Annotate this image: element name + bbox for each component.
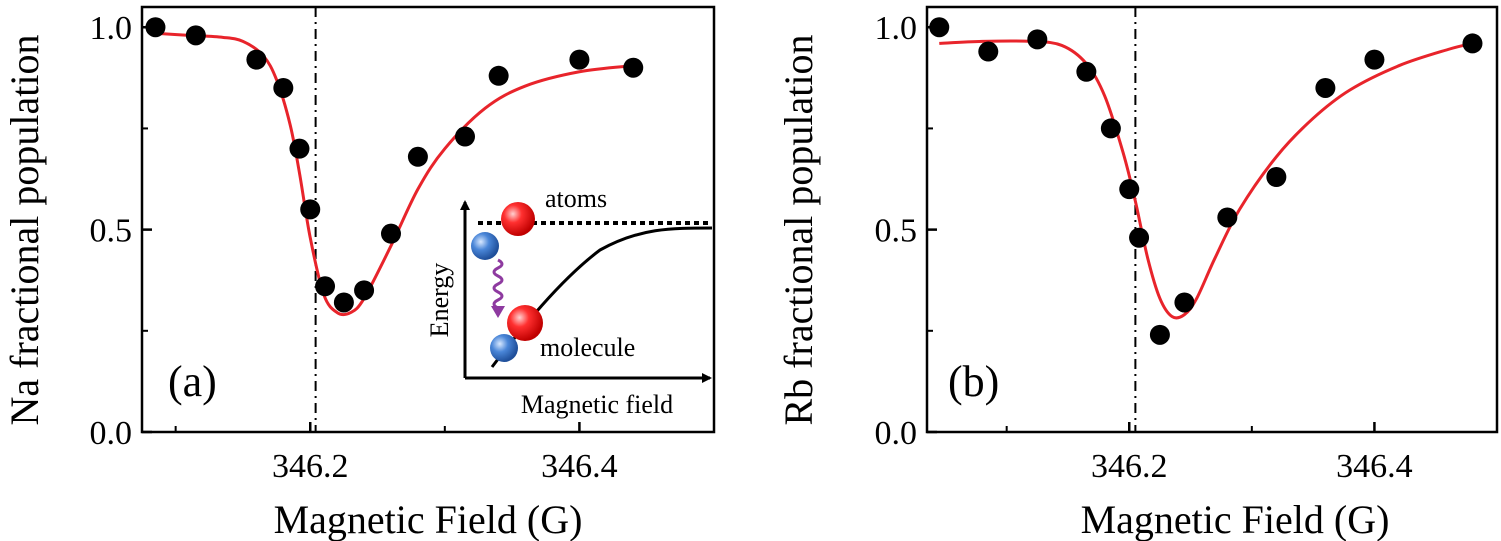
panel-a-xlabel: Magnetic Field (G) [274,497,583,541]
photon-wavy-arrow [492,258,504,310]
panel-a-ytick-label: 0.0 [90,415,133,452]
panel-a-data-point [315,276,336,297]
panel-a-data-point [289,138,310,159]
panel-a-label: (a) [168,357,217,406]
panel-b-ytick-label: 0.0 [875,415,918,452]
panel-a-data-point [246,49,267,70]
panel-a-fit-curve [155,31,634,317]
inset-energy-diagram: atoms molecule Energy Magnetic field [425,184,713,419]
panel-a-ytick-label: 1.0 [90,10,133,47]
panel-b-data-point [1364,49,1385,70]
panel-b-label: (b) [948,357,999,406]
panel-a-data-point [488,65,509,86]
panel-a-data-point [300,199,321,220]
panel-a-xtick-label: 346.2 [272,448,349,485]
panel-a-data-point [407,146,428,167]
photon-arrow-head [491,306,505,318]
panel-b-data-point [978,41,999,62]
panel-b-data-point [1217,207,1238,228]
panel-a-data-point [569,49,590,70]
inset-molecule-label: molecule [540,333,635,362]
panel-a-data-point [185,25,206,46]
panel-b-data-point [1315,77,1336,98]
atom-red-ball [501,202,535,236]
inset-xlabel: Magnetic field [521,390,673,419]
panel-a-data-point [455,126,476,147]
panel-b-data-point [1027,29,1048,50]
panel-a: Na fractional population 0.0 0.5 1.0 346.2 3… [2,5,716,541]
panel-b-plot: 0.0 0.5 1.0 346.2 346.4 [875,5,1499,485]
panel-a-data-point [145,17,166,38]
panel-b-data-point [1174,292,1195,313]
panel-b-data-point [1129,227,1150,248]
panel-b-ytick-label: 0.5 [875,213,918,250]
panel-b-xtick-label: 346.2 [1091,448,1168,485]
panel-b: Rb fractional population 0.0 0.5 1.0 346.2 3… [776,5,1499,541]
inset-atoms-label: atoms [545,184,607,213]
panel-a-ylabel: Na fractional population [2,35,47,426]
panel-b-data-point [929,17,950,38]
panel-b-data-point [1076,61,1097,82]
molecule-blue-ball [490,334,518,362]
panel-a-data-point [333,292,354,313]
panel-a-plot: 0.0 0.5 1.0 346.2 346.4 [90,5,716,485]
inset-ylabel: Energy [425,263,454,338]
panel-b-frame [925,5,1499,434]
panel-b-data-point [1100,118,1121,139]
panel-a-data-point [273,77,294,98]
panel-b-ytick-label: 1.0 [875,10,918,47]
panel-a-data-point [623,57,644,78]
molecule-red-ball [507,305,543,341]
panel-a-data-point [380,223,401,244]
panel-a-xtick-label: 346.4 [541,448,618,485]
panel-b-data-point [1462,33,1483,54]
panel-b-ylabel: Rb fractional population [776,34,821,425]
panel-b-data-point [1266,167,1287,187]
panel-a-frame [140,5,716,434]
panel-b-fit-curve [939,39,1473,320]
atom-blue-ball [471,232,499,260]
panel-b-xtick-label: 346.4 [1336,448,1413,485]
panel-a-data-point [354,280,375,301]
panel-b-data-point [1119,179,1140,200]
panel-a-ytick-label: 0.5 [90,213,133,250]
panel-b-xlabel: Magnetic Field (G) [1081,497,1390,541]
panel-b-data-point [1149,324,1170,345]
